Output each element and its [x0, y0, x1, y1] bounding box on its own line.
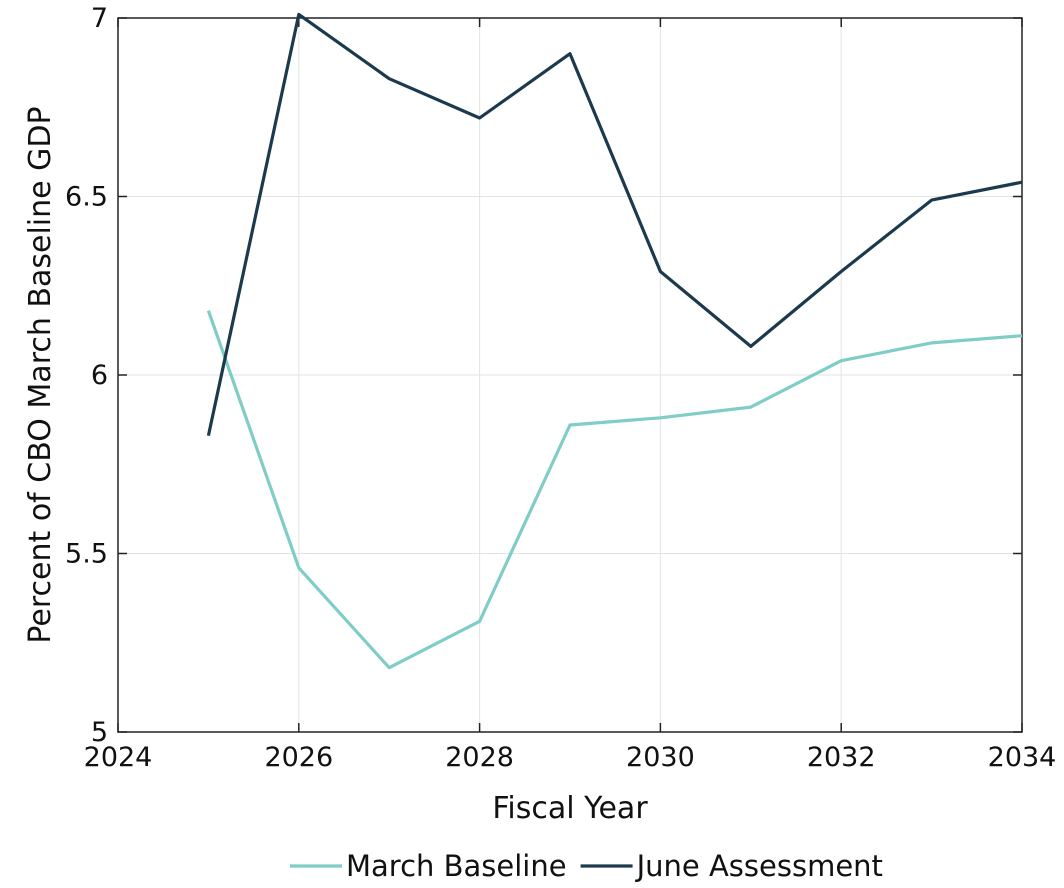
march-baseline-line: [206, 310, 1023, 670]
y-tick-label: 7: [91, 3, 108, 34]
x-axis-title: Fiscal Year: [492, 791, 648, 826]
y-tick-label: 5: [91, 717, 108, 748]
y-tick-labels: 5 5.5 6 6.5 7: [65, 3, 108, 748]
series-lines: [206, 12, 1023, 670]
x-tick-label: 2032: [807, 742, 876, 773]
axis-ticks: [117, 17, 1023, 733]
grid: [117, 17, 1023, 733]
legend: March Baseline June Assessment: [290, 849, 883, 883]
x-tick-label: 2028: [445, 742, 514, 773]
y-tick-label: 6.5: [65, 182, 108, 213]
x-tick-label: 2030: [626, 742, 695, 773]
june-assessment-line: [206, 12, 1023, 437]
y-tick-label: 6: [91, 360, 108, 391]
x-tick-label: 2034: [988, 742, 1057, 773]
x-tick-label: 2026: [264, 742, 333, 773]
y-tick-label: 5.5: [65, 539, 108, 570]
march-baseline-legend-label: March Baseline: [346, 849, 567, 883]
x-tick-labels: 2024 2026 2028 2030 2032 2034: [84, 742, 1057, 773]
x-tick-label: 2024: [84, 742, 153, 773]
y-axis-title: Percent of CBO March Baseline GDP: [23, 106, 58, 643]
june-assessment-legend-label: June Assessment: [635, 849, 883, 883]
